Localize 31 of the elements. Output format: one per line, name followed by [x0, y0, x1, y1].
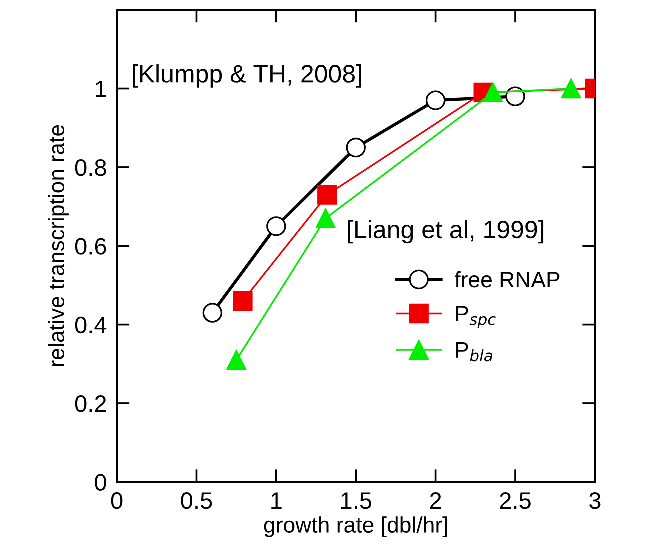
point [233, 291, 253, 312]
x-tick-label: 2 [430, 492, 442, 509]
point [346, 138, 366, 158]
x-tick-label: 2.5 [500, 492, 531, 510]
point [226, 350, 246, 370]
legend-label: P$_{spc}$ [456, 306, 496, 328]
y-tick-label: 0.6 [75, 238, 106, 255]
point [506, 86, 526, 106]
y-tick-label: 0.4 [75, 316, 107, 334]
y-tick-label: 0.2 [75, 396, 106, 412]
point [266, 216, 286, 236]
annotation: [Klumpp & TH, 2008] [133, 64, 362, 88]
x-tick-label: 0.5 [181, 492, 212, 510]
point [426, 90, 446, 110]
point [483, 82, 504, 103]
x-axis-title: growth rate [dbl/hr] [264, 516, 448, 538]
legend-label: free RNAP [454, 271, 560, 288]
y-tick-label: 1 [96, 81, 106, 98]
point [318, 185, 338, 205]
x-tick-label: 3 [590, 492, 601, 510]
legend-label: P$_{bla}$ [456, 342, 492, 362]
point [202, 303, 223, 323]
x-tick-label: 1.5 [342, 492, 372, 510]
x-tick-label: 0 [111, 492, 123, 510]
y-tick-label: 0 [95, 474, 106, 491]
y-axis-title: relative transcription rate [48, 125, 69, 366]
point [316, 208, 336, 228]
annotation: [Liang et al, 1999] [348, 220, 544, 244]
x-tick-label: 1 [272, 492, 282, 509]
point [561, 78, 582, 99]
y-tick-label: 0.8 [75, 160, 106, 176]
